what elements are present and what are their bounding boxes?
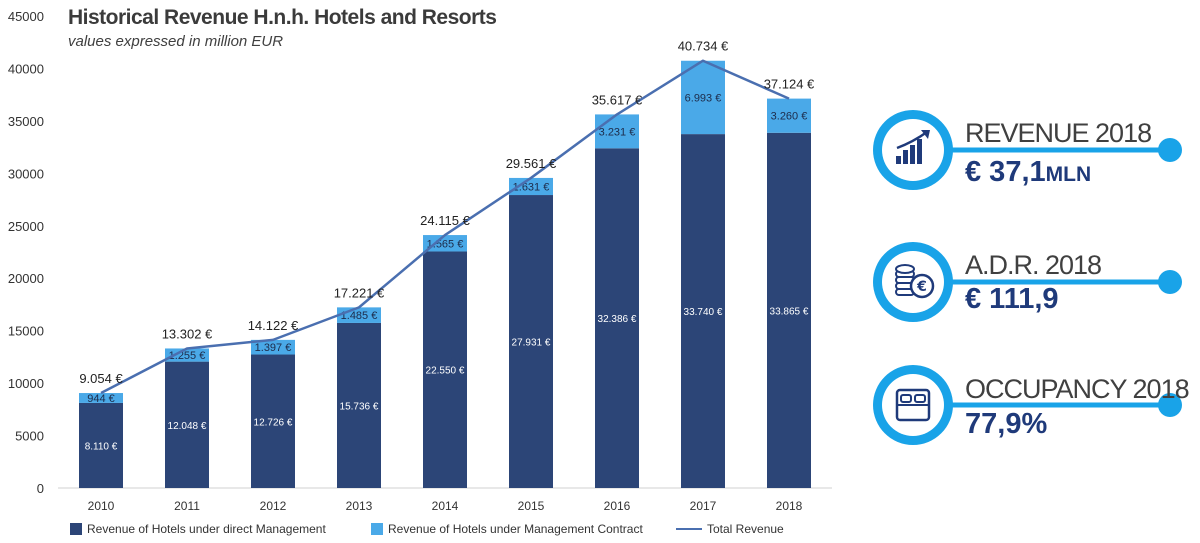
y-tick-label: 40000 bbox=[8, 61, 44, 76]
y-tick-label: 25000 bbox=[8, 219, 44, 234]
data-label-direct-2015: 27.931 € bbox=[512, 338, 551, 349]
y-tick-label: 0 bbox=[37, 481, 44, 496]
y-tick-label: 10000 bbox=[8, 376, 44, 391]
bar-direct-2010 bbox=[79, 402, 123, 488]
data-label-total-2016: 35.617 € bbox=[592, 92, 643, 107]
x-tick-label-2015: 2015 bbox=[518, 499, 545, 513]
kpi-connector-dot bbox=[1158, 138, 1182, 162]
y-tick-label: 30000 bbox=[8, 166, 44, 181]
legend-swatch-total bbox=[676, 528, 702, 530]
growth-arrow-head bbox=[921, 130, 930, 139]
bed-icon bbox=[895, 388, 931, 422]
kpi-connector-dot bbox=[1158, 393, 1182, 417]
x-tick-label-2012: 2012 bbox=[260, 499, 287, 513]
kpi-occupancy-value: 77,9% bbox=[965, 408, 1048, 440]
bar-contract-2017 bbox=[681, 60, 725, 135]
bar-contract-2016 bbox=[595, 114, 639, 149]
data-label-total-2015: 29.561 € bbox=[506, 156, 557, 171]
y-tick-label: 5000 bbox=[15, 429, 44, 444]
data-label-total-2017: 40.734 € bbox=[678, 39, 729, 54]
legend-item-total: Total Revenue bbox=[676, 522, 784, 536]
data-label-contract-2012: 1.397 € bbox=[255, 342, 292, 354]
growth-bar bbox=[903, 150, 908, 164]
data-label-direct-2012: 12.726 € bbox=[254, 417, 293, 428]
bar-direct-2013 bbox=[337, 322, 381, 488]
bar-direct-2012 bbox=[251, 354, 295, 488]
bar-direct-2015 bbox=[509, 195, 553, 488]
kpi-occupancy-label: OCCUPANCY 2018 bbox=[965, 374, 1190, 404]
data-label-contract-2017: 6.993 € bbox=[685, 92, 722, 104]
kpi-adr-label: A.D.R. 2018 bbox=[965, 250, 1102, 280]
data-label-direct-2018: 33.865 € bbox=[770, 306, 809, 317]
kpi-revenue-amount: € 37,1 bbox=[965, 156, 1046, 188]
data-label-direct-2010: 8.110 € bbox=[85, 441, 118, 452]
data-label-total-2018: 37.124 € bbox=[764, 77, 815, 92]
data-label-total-2010: 9.054 € bbox=[79, 371, 123, 386]
data-label-total-2014: 24.115 € bbox=[420, 213, 470, 228]
data-label-direct-2011: 12.048 € bbox=[168, 421, 207, 432]
data-label-contract-2018: 3.260 € bbox=[771, 111, 808, 123]
y-tick-label: 20000 bbox=[8, 271, 44, 286]
euro-coins-icon: € bbox=[895, 264, 935, 299]
legend-item-contract: Revenue of Hotels under Management Contr… bbox=[371, 522, 643, 536]
kpi-revenue-unit: MLN bbox=[1045, 163, 1092, 186]
bar-direct-2014 bbox=[423, 251, 467, 488]
data-label-total-2011: 13.302 € bbox=[162, 326, 213, 341]
legend-item-direct: Revenue of Hotels under direct Managemen… bbox=[70, 522, 326, 536]
y-tick-label: 15000 bbox=[8, 324, 44, 339]
kpi-revenue-label: REVENUE 2018 bbox=[965, 118, 1152, 148]
legend-label-total: Total Revenue bbox=[707, 522, 784, 536]
growth-bar bbox=[910, 145, 915, 164]
kpi-connector-dot bbox=[1158, 270, 1182, 294]
data-label-contract-2016: 3.231 € bbox=[599, 126, 636, 138]
legend-swatch-direct bbox=[70, 523, 82, 535]
bar-direct-2017 bbox=[681, 134, 725, 488]
total-revenue-line bbox=[100, 59, 790, 395]
x-tick-label-2013: 2013 bbox=[346, 499, 373, 513]
bar-direct-2016 bbox=[595, 148, 639, 489]
bed-pillow-left bbox=[900, 394, 912, 403]
x-tick-label-2010: 2010 bbox=[88, 499, 115, 513]
bar-direct-2011 bbox=[165, 361, 209, 488]
bed-pillow-right bbox=[914, 394, 926, 403]
y-tick-label: 45000 bbox=[8, 9, 44, 24]
data-label-total-2012: 14.122 € bbox=[248, 318, 299, 333]
x-tick-label-2011: 2011 bbox=[174, 499, 200, 513]
data-label-contract-2010: 944 € bbox=[87, 393, 115, 405]
legend-label-direct: Revenue of Hotels under direct Managemen… bbox=[87, 522, 326, 536]
data-label-direct-2014: 22.550 € bbox=[426, 366, 465, 377]
bar-contract-2014 bbox=[423, 235, 467, 252]
revenue-growth-icon bbox=[896, 130, 930, 164]
growth-bar bbox=[917, 139, 922, 164]
y-tick-label: 35000 bbox=[8, 114, 44, 129]
data-label-direct-2017: 33.740 € bbox=[684, 307, 723, 318]
legend-label-contract: Revenue of Hotels under Management Contr… bbox=[388, 522, 643, 536]
chart-title: Historical Revenue H.n.h. Hotels and Res… bbox=[68, 6, 497, 29]
data-label-total-2013: 17.221 € bbox=[334, 285, 385, 300]
x-tick-label-2017: 2017 bbox=[690, 499, 717, 513]
bar-contract-2011 bbox=[165, 348, 209, 362]
chart-subtitle: values expressed in million EUR bbox=[68, 33, 284, 50]
x-tick-label-2014: 2014 bbox=[432, 499, 459, 513]
bar-contract-2015 bbox=[509, 177, 553, 196]
bar-contract-2012 bbox=[251, 339, 295, 355]
growth-bar bbox=[896, 156, 901, 164]
data-label-direct-2013: 15.736 € bbox=[340, 401, 379, 412]
bar-direct-2018 bbox=[767, 132, 811, 489]
euro-glyph: € bbox=[916, 279, 927, 295]
x-tick-label-2016: 2016 bbox=[604, 499, 631, 513]
kpi-revenue-value: € 37,1MLN bbox=[965, 156, 1091, 189]
bar-contract-2010 bbox=[79, 393, 123, 403]
x-tick-label-2018: 2018 bbox=[776, 499, 803, 513]
data-label-direct-2016: 32.386 € bbox=[598, 314, 637, 325]
legend-swatch-contract bbox=[371, 523, 383, 535]
data-label-contract-2013: 1.485 € bbox=[341, 310, 378, 322]
kpi-adr-value: € 111,9 bbox=[965, 283, 1059, 315]
coin-top bbox=[895, 264, 915, 274]
bar-contract-2018 bbox=[767, 98, 811, 133]
euro-coin bbox=[909, 273, 935, 299]
